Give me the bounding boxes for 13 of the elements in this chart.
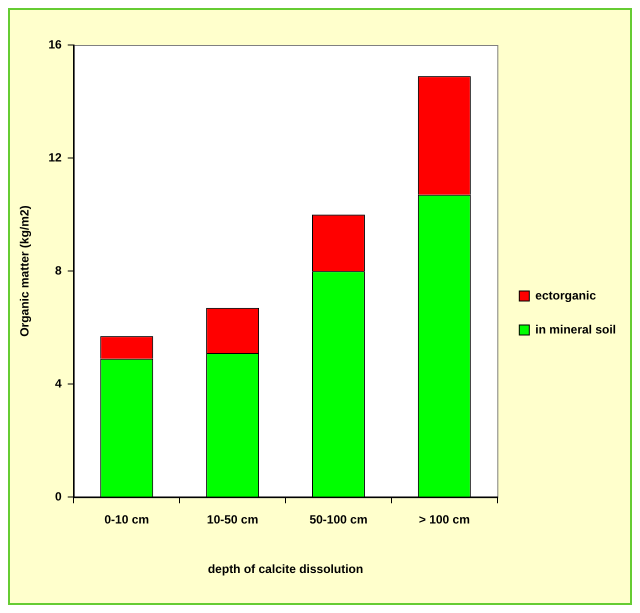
y-tick-label: 16 xyxy=(48,37,62,52)
y-axis-title: Organic matter (kg/m2) xyxy=(18,205,32,337)
x-tick-label: 10-50 cm xyxy=(206,512,258,527)
y-tick-label: 8 xyxy=(55,263,62,278)
legend-label: in mineral soil xyxy=(535,322,616,336)
y-tick-label: 0 xyxy=(55,490,62,504)
x-tick-label: > 100 cm xyxy=(418,512,470,527)
x-tick-label: 50-100 cm xyxy=(309,512,368,527)
x-tick-label: 0-10 cm xyxy=(104,512,150,527)
y-tick-label: 4 xyxy=(55,376,62,390)
legend-label: ectorganic xyxy=(535,288,596,302)
y-tick-label: 12 xyxy=(48,150,62,164)
x-axis-title: depth of calcite dissolution xyxy=(208,562,364,576)
